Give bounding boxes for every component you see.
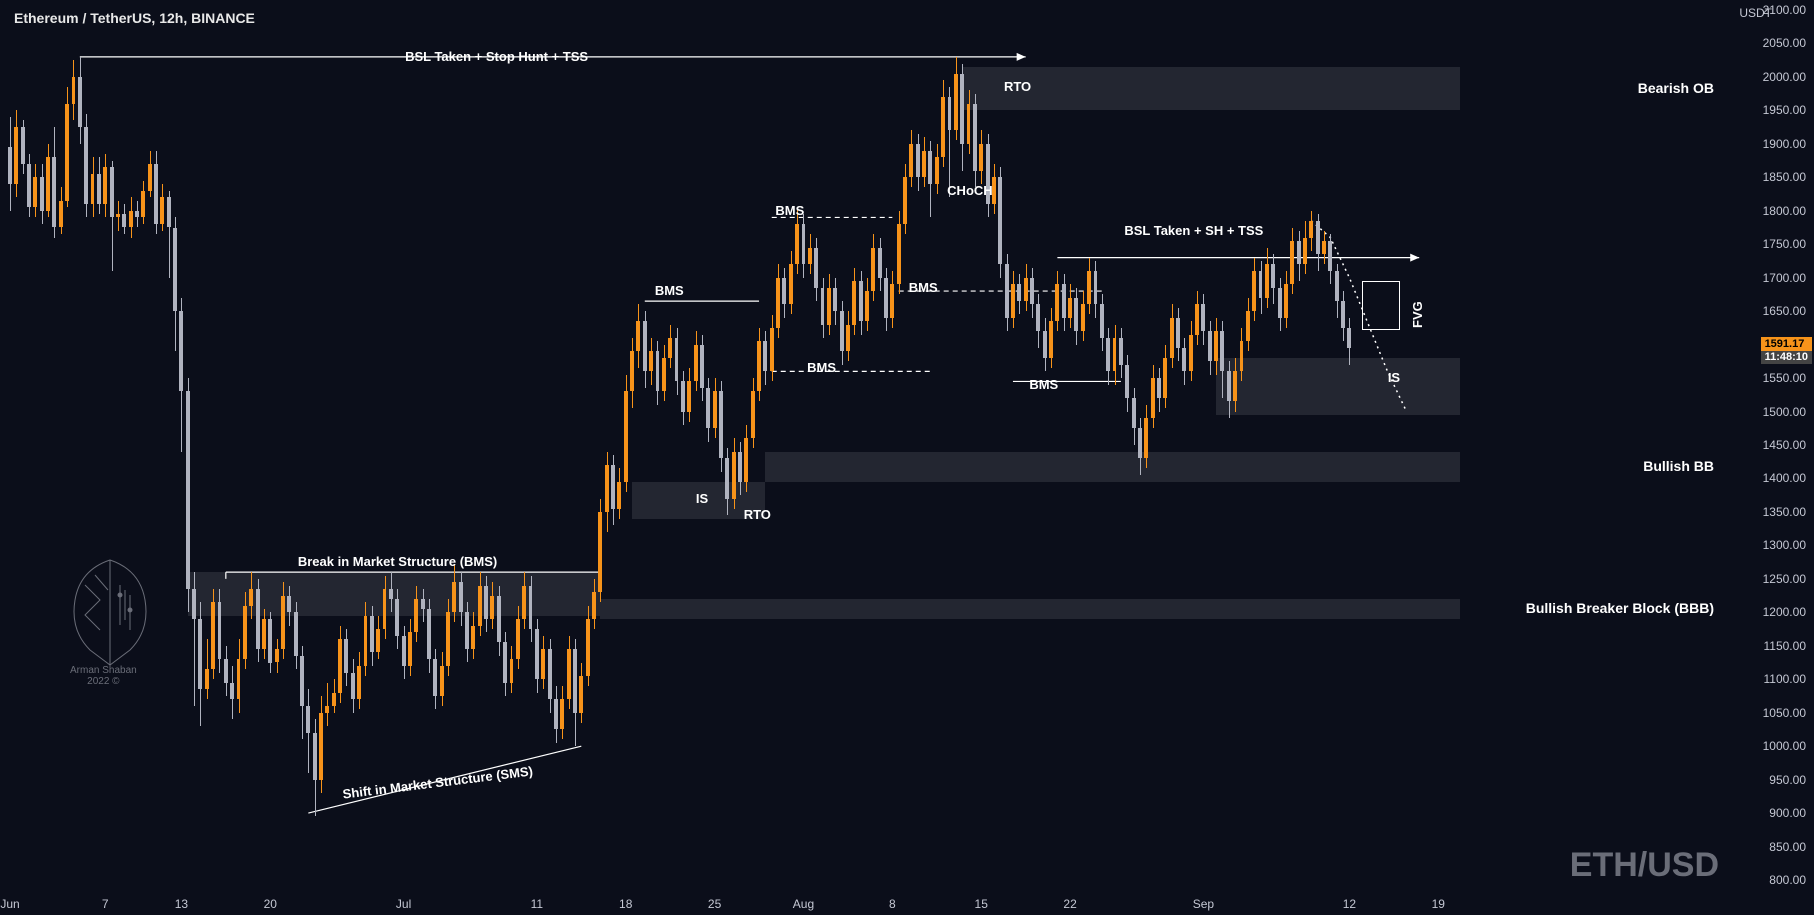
y-tick: 1400.00: [1763, 471, 1806, 485]
zone-bearish-ob: [962, 67, 1460, 111]
y-tick: 1900.00: [1763, 137, 1806, 151]
x-tick: 15: [975, 897, 988, 911]
anno-is-2: IS: [1388, 370, 1400, 385]
x-tick: Jul: [396, 897, 411, 911]
y-tick: 1100.00: [1764, 672, 1807, 686]
fvg-box: [1362, 281, 1400, 330]
y-tick: 1500.00: [1763, 405, 1806, 419]
anno-bsl-arrow: BSL Taken + Stop Hunt + TSS: [405, 49, 588, 64]
x-tick: 11: [531, 897, 543, 911]
anno-bms-2: BMS: [655, 283, 684, 298]
zone-label-bearish-ob: Bearish OB: [1638, 80, 1714, 96]
y-tick: 800.00: [1769, 873, 1806, 887]
y-tick: 1650.00: [1763, 304, 1806, 318]
anno-bms-5: BMS: [1029, 377, 1058, 392]
watermark-text: Arman Shaban 2022 ©: [70, 665, 137, 687]
wm2: 2022 ©: [70, 676, 137, 687]
chart-title: Ethereum / TetherUS, 12h, BINANCE: [14, 10, 255, 26]
y-tick: 1050.00: [1763, 706, 1806, 720]
y-tick: 1300.00: [1763, 538, 1806, 552]
price-value: 1591.17: [1765, 338, 1808, 351]
anno-choch: CHoCH: [947, 183, 993, 198]
y-tick: 1350.00: [1763, 505, 1806, 519]
zone-bullish-bb: [765, 452, 1460, 482]
y-tick: 1000.00: [1763, 739, 1806, 753]
y-tick: 1700.00: [1763, 271, 1806, 285]
y-tick: 1950.00: [1763, 103, 1806, 117]
y-tick: 1750.00: [1763, 237, 1806, 251]
watermark-logo: [60, 550, 160, 675]
x-tick: 22: [1063, 897, 1076, 911]
y-tick: 1200.00: [1763, 605, 1806, 619]
x-tick: 7: [102, 897, 109, 911]
x-tick: Sep: [1193, 897, 1214, 911]
x-tick: Jun: [0, 897, 19, 911]
x-tick: 25: [708, 897, 721, 911]
current-price-tag: 1591.1711:48:10: [1761, 337, 1812, 364]
y-tick: 1850.00: [1763, 170, 1806, 184]
y-tick: 1250.00: [1763, 572, 1806, 586]
zone-bullish-bbb: [600, 599, 1460, 619]
x-tick: 13: [175, 897, 188, 911]
y-tick: 2050.00: [1763, 36, 1806, 50]
y-tick: 850.00: [1769, 840, 1806, 854]
x-tick: 20: [264, 897, 277, 911]
chart-container[interactable]: Ethereum / TetherUS, 12h, BINANCE ETH/US…: [0, 0, 1814, 915]
y-tick: 2000.00: [1763, 70, 1806, 84]
anno-bms-3: BMS: [807, 360, 836, 375]
zone-label-bullish-bbb: Bullish Breaker Block (BBB): [1526, 600, 1714, 616]
fvg-label: FVG: [1410, 301, 1425, 328]
anno-bms-4: BMS: [909, 280, 938, 295]
wm1: Arman Shaban: [70, 665, 137, 676]
x-tick: Aug: [793, 897, 814, 911]
y-tick: 1150.00: [1764, 639, 1807, 653]
y-tick: 1800.00: [1763, 204, 1806, 218]
anno-is-1: IS: [696, 491, 708, 506]
x-tick: 18: [619, 897, 632, 911]
x-tick: 8: [889, 897, 896, 911]
x-tick: 12: [1343, 897, 1356, 911]
anno-rto-top: RTO: [1004, 79, 1031, 94]
zone-label-bullish-bb: Bullish BB: [1643, 458, 1714, 474]
anno-bsl-2: BSL Taken + SH + TSS: [1124, 223, 1263, 238]
y-tick: 1450.00: [1763, 438, 1806, 452]
y-tick: 2100.00: [1763, 3, 1806, 17]
x-tick: 19: [1432, 897, 1445, 911]
anno-rto-bot: RTO: [744, 507, 771, 522]
anno-bms-1: BMS: [775, 203, 804, 218]
y-tick: 900.00: [1769, 806, 1806, 820]
price-countdown: 11:48:10: [1761, 351, 1812, 364]
y-tick: 1550.00: [1763, 371, 1806, 385]
zone-is-zone-2: [1216, 358, 1460, 415]
pair-label: ETH/USD: [1570, 846, 1719, 885]
anno-sms: Shift in Market Structure (SMS): [342, 763, 534, 801]
anno-bms-title: Break in Market Structure (BMS): [298, 554, 497, 569]
y-tick: 950.00: [1769, 773, 1806, 787]
